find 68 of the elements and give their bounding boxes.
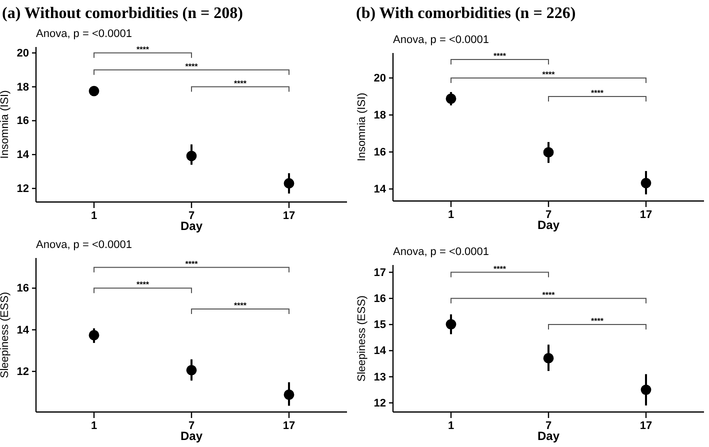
chart-subtitle: Anova, p = <0.0001 <box>393 246 490 258</box>
y-tick-label: 14 <box>16 324 30 336</box>
y-tick-label: 15 <box>374 319 386 332</box>
point <box>543 353 554 364</box>
annotation: **** <box>542 70 556 79</box>
annotation: **** <box>136 280 150 290</box>
y-tick-label: 20 <box>374 72 386 84</box>
y-tick-label: 18 <box>374 109 386 122</box>
point <box>640 384 652 395</box>
chart-title: (a) Without comorbidities (n = 208) <box>2 5 243 22</box>
chart-title: (b) With comorbidities (n = 226) <box>356 5 576 22</box>
y-axis-title: Insomnia (ISI) <box>356 92 368 162</box>
annotation: **** <box>185 259 199 268</box>
x-tick-label: 7 <box>545 420 552 432</box>
annotation: **** <box>591 88 604 98</box>
x-tick-label: 17 <box>640 420 652 432</box>
annotation: **** <box>494 51 507 60</box>
y-axis-title: Insomnia (ISI) <box>0 90 11 159</box>
x-tick-label: 17 <box>282 210 296 222</box>
y-tick-label: 14 <box>16 149 30 162</box>
point <box>88 86 100 96</box>
annotation: **** <box>591 316 604 326</box>
y-tick-label: 16 <box>374 146 386 158</box>
y-tick-label: 13 <box>374 371 386 384</box>
point <box>446 94 456 104</box>
x-tick-label: 1 <box>90 420 98 432</box>
y-tick-label: 16 <box>16 282 29 295</box>
point <box>186 150 197 162</box>
point <box>186 364 197 376</box>
annotation: **** <box>542 290 556 300</box>
point <box>88 330 100 340</box>
point <box>543 147 554 158</box>
y-tick-label: 12 <box>374 397 386 410</box>
y-tick-label: 16 <box>374 292 386 305</box>
x-tick-label: 7 <box>545 208 552 221</box>
annotation: **** <box>494 264 507 274</box>
y-tick-label: 12 <box>16 182 29 195</box>
x-tick-label: 1 <box>448 420 454 432</box>
chart-subtitle: Anova, p = <0.0001 <box>36 239 132 251</box>
y-tick-label: 12 <box>16 366 29 378</box>
point <box>640 178 652 188</box>
y-tick-label: 17 <box>374 266 386 279</box>
x-axis-title: Day <box>180 429 203 443</box>
x-tick-label: 1 <box>448 208 454 221</box>
y-tick-label: 14 <box>374 183 387 196</box>
annotation: **** <box>234 78 248 88</box>
x-tick-label: 17 <box>640 208 652 221</box>
chart-subtitle: Anova, p = <0.0001 <box>393 34 490 46</box>
annotation: **** <box>136 44 150 54</box>
x-tick-label: 7 <box>188 420 195 432</box>
point <box>284 178 294 189</box>
chart-subtitle: Anova, p = <0.0001 <box>36 28 132 40</box>
point <box>446 319 456 330</box>
x-tick-label: 1 <box>90 210 98 222</box>
y-axis-title: Sleepiness (ESS) <box>0 292 11 378</box>
annotation: **** <box>234 300 248 310</box>
point <box>284 390 294 400</box>
x-tick-label: 7 <box>188 210 195 222</box>
y-tick-label: 18 <box>16 81 29 94</box>
y-tick-label: 14 <box>374 345 387 358</box>
y-axis-title: Sleepiness (ESS) <box>356 295 368 382</box>
annotation: **** <box>185 62 199 71</box>
y-tick-label: 20 <box>16 47 29 60</box>
x-axis-title: Day <box>537 218 560 232</box>
x-axis-title: Day <box>180 219 203 233</box>
y-tick-label: 16 <box>16 115 29 128</box>
x-axis-title: Day <box>537 429 560 443</box>
x-tick-label: 17 <box>282 420 296 432</box>
